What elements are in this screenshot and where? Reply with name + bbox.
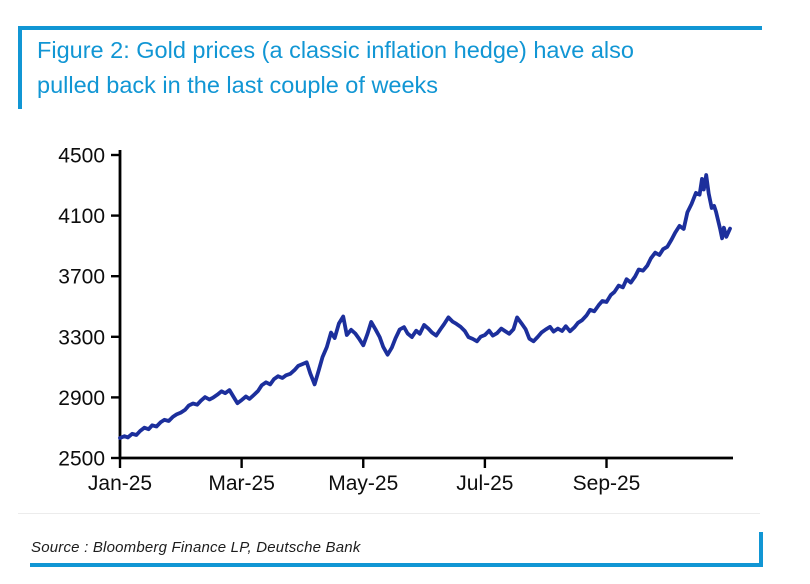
y-axis-tick-label: 3700	[58, 266, 105, 289]
accent-right-bar	[759, 532, 763, 563]
y-axis-tick-label: 2500	[58, 448, 105, 471]
y-axis-tick-label: 2900	[58, 387, 105, 410]
figure-title-line-1: Figure 2: Gold prices (a classic inflati…	[37, 37, 634, 63]
y-axis-tick-label: 4500	[58, 145, 105, 168]
figure-title: Figure 2: Gold prices (a classic inflati…	[37, 33, 767, 103]
x-axis-tick-label: Jul-25	[456, 472, 513, 495]
accent-left-bar	[18, 26, 22, 109]
x-axis-tick-label: Jan-25	[88, 472, 152, 495]
accent-top-line	[18, 26, 762, 30]
x-axis-tick-label: Sep-25	[573, 472, 641, 495]
gold-price-line	[118, 173, 732, 440]
chart-bottom-edge	[18, 513, 760, 514]
source-note: Source : Bloomberg Finance LP, Deutsche …	[31, 539, 361, 556]
y-axis-tick-label: 3300	[58, 326, 105, 349]
figure-title-line-2: pulled back in the last couple of weeks	[37, 72, 439, 98]
accent-bottom-line	[30, 563, 763, 567]
x-axis-tick-label: May-25	[328, 472, 398, 495]
axes	[118, 150, 733, 460]
y-axis-tick-label: 4100	[58, 205, 105, 228]
x-axis-tick-label: Mar-25	[208, 472, 275, 495]
